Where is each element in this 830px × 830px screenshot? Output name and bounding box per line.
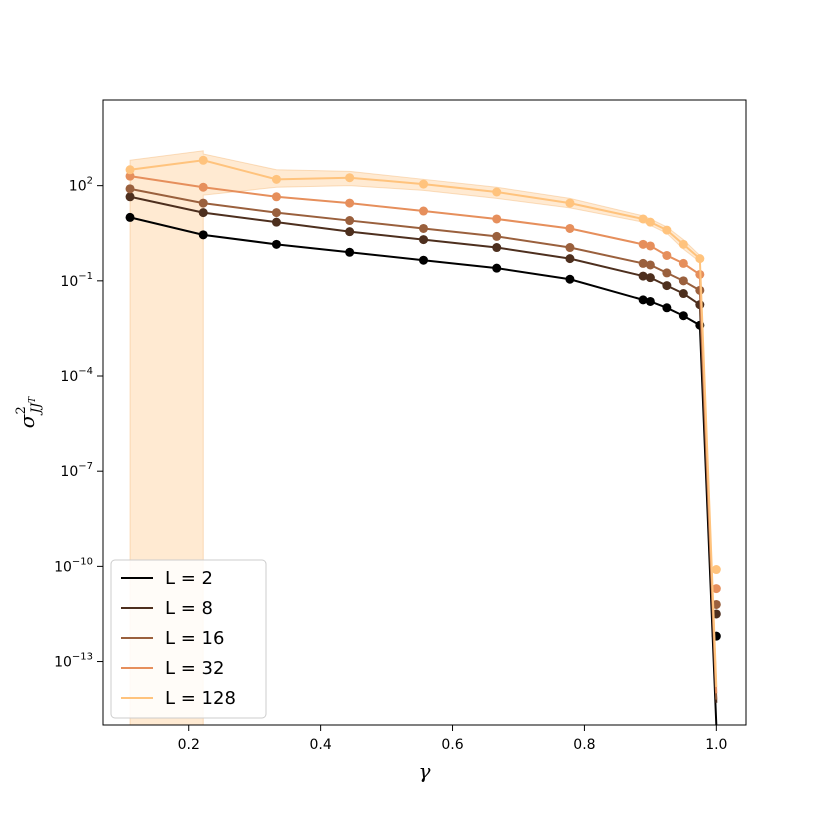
x-tick-label: 0.2 — [178, 737, 200, 753]
series-layer — [125, 155, 721, 726]
x-tick-label: 1.0 — [705, 737, 727, 753]
series-2 — [125, 184, 721, 700]
data-point — [125, 192, 135, 202]
data-point — [711, 584, 721, 594]
data-point — [565, 274, 575, 284]
data-point — [645, 273, 655, 283]
y-axis: 102 10−1 10−4 10−7 10−10 10−13 — [54, 176, 103, 671]
series-4 — [125, 155, 721, 687]
x-axis: 0.2 0.4 0.6 0.8 1.0 — [178, 725, 727, 753]
data-point — [565, 254, 575, 264]
x-tick-label: 0.6 — [441, 737, 463, 753]
data-point — [565, 243, 575, 253]
data-point — [695, 254, 705, 264]
data-point — [645, 296, 655, 306]
data-point — [198, 198, 208, 208]
data-point — [419, 206, 429, 216]
data-point — [492, 231, 502, 241]
legend-label: L = 2 — [165, 568, 213, 589]
y-tick-label: 10−1 — [60, 271, 93, 290]
legend: L = 2 L = 8 L = 16 L = 32 L = 128 — [110, 559, 267, 719]
y-tick-label: 10−10 — [54, 556, 93, 575]
data-point — [492, 263, 502, 273]
legend-box — [110, 559, 267, 719]
data-point — [645, 241, 655, 251]
data-point — [345, 198, 355, 208]
data-point — [345, 216, 355, 226]
x-tick-label: 0.4 — [309, 737, 331, 753]
data-point — [419, 255, 429, 265]
data-point — [198, 208, 208, 218]
data-point — [678, 276, 688, 286]
data-point — [711, 565, 721, 575]
data-point — [678, 289, 688, 299]
x-axis-label: γ — [419, 759, 431, 783]
data-point — [638, 239, 648, 249]
data-point — [271, 192, 281, 202]
data-point — [271, 217, 281, 227]
data-point — [419, 223, 429, 233]
data-point — [638, 258, 648, 268]
data-point — [492, 214, 502, 224]
y-axis-label: σ2JJT — [14, 396, 44, 428]
data-point — [198, 182, 208, 192]
data-point — [662, 268, 672, 278]
data-point — [125, 165, 135, 175]
data-point — [638, 295, 648, 305]
data-point — [678, 311, 688, 321]
data-point — [565, 223, 575, 233]
data-point — [492, 243, 502, 253]
data-point — [662, 225, 672, 235]
data-point — [345, 227, 355, 237]
data-point — [125, 184, 135, 194]
legend-label: L = 8 — [165, 598, 213, 619]
data-point — [125, 171, 135, 181]
data-point — [419, 235, 429, 245]
data-point — [271, 174, 281, 184]
legend-label: L = 128 — [165, 688, 236, 709]
series-3 — [125, 171, 721, 694]
data-point — [125, 212, 135, 222]
data-point — [419, 179, 429, 189]
data-point — [565, 198, 575, 208]
data-point — [271, 239, 281, 249]
data-point — [198, 230, 208, 240]
data-point — [198, 155, 208, 165]
x-tick-label: 0.8 — [573, 737, 595, 753]
y-tick-label: 102 — [69, 176, 93, 195]
data-point — [638, 271, 648, 281]
legend-label: L = 32 — [165, 658, 224, 679]
data-point — [662, 250, 672, 260]
plot-area-frame — [102, 99, 747, 726]
data-point — [345, 247, 355, 257]
data-point — [645, 217, 655, 227]
data-point — [662, 303, 672, 313]
data-point — [645, 260, 655, 270]
y-tick-label: 10−4 — [60, 366, 93, 385]
legend-label: L = 16 — [165, 628, 224, 649]
data-point — [678, 239, 688, 249]
data-point — [345, 173, 355, 183]
y-tick-label: 10−7 — [60, 461, 93, 480]
data-point — [678, 258, 688, 268]
data-point — [662, 281, 672, 291]
y-tick-label: 10−13 — [54, 652, 93, 671]
data-point — [638, 214, 648, 224]
series-0 — [125, 212, 721, 726]
data-point — [492, 187, 502, 197]
data-point — [271, 208, 281, 218]
